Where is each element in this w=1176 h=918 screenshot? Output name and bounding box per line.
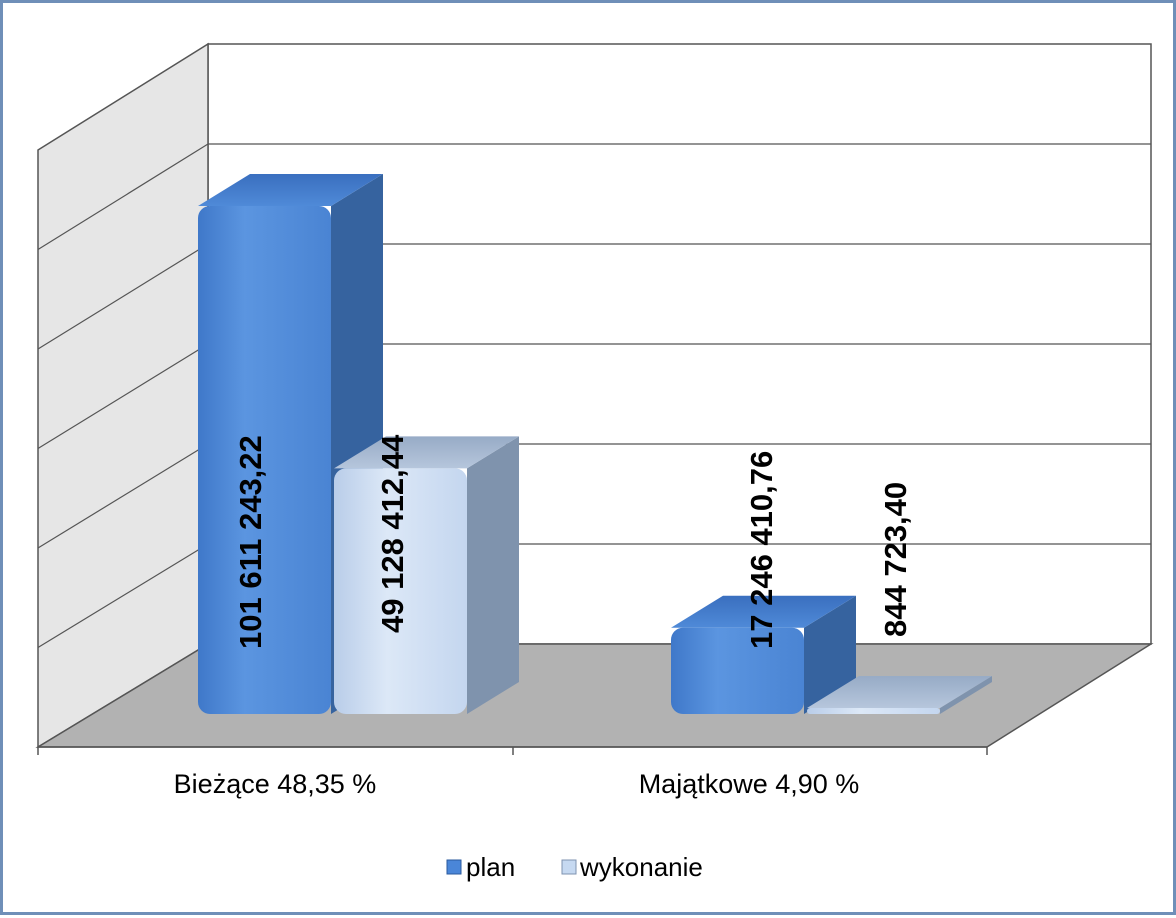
data-labels: 101 611 243,22 49 128 412,44 17 246 410,76… [233, 434, 913, 649]
data-label-plan: 17 246 410,76 [744, 451, 779, 649]
data-label-wykonanie: 844 723,40 [878, 482, 913, 637]
bar-top-wykonanie [334, 436, 519, 469]
gridline-side [37, 443, 209, 549]
gridline-side [37, 343, 209, 450]
bar-top-plan [198, 173, 383, 206]
bar-top-plan [671, 595, 856, 628]
bar-front-plan [671, 627, 804, 714]
legend-swatch-plan [446, 859, 462, 875]
bar-side-wykonanie [467, 436, 519, 714]
gridline-side [37, 243, 209, 350]
bar-side-wykonanie [940, 676, 992, 714]
bar-chart-3d: 101 611 243,22 49 128 412,44 17 246 410,76… [35, 42, 1154, 882]
legend: plan wykonanie [446, 852, 703, 882]
side-wall [37, 42, 209, 749]
data-label-wykonanie: 49 128 412,44 [375, 434, 410, 633]
bar-front-plan [198, 205, 331, 714]
data-label-plan: 101 611 243,22 [233, 435, 268, 649]
bars [198, 173, 992, 714]
legend-label-plan: plan [466, 852, 515, 882]
legend-label-wykonanie: wykonanie [579, 852, 703, 882]
legend-swatch-wykonanie [561, 859, 577, 875]
gridline-side [37, 543, 209, 649]
category-label-majatkowe: Majątkowe 4,90 % [639, 769, 860, 799]
category-label-biezace: Bieżące 48,35 % [174, 769, 377, 799]
bar-front-wykonanie [807, 708, 940, 714]
bar-top-wykonanie [807, 676, 992, 708]
bar-side-plan [804, 595, 856, 714]
bar-front-wykonanie [334, 468, 467, 714]
gridline-side [37, 143, 209, 251]
